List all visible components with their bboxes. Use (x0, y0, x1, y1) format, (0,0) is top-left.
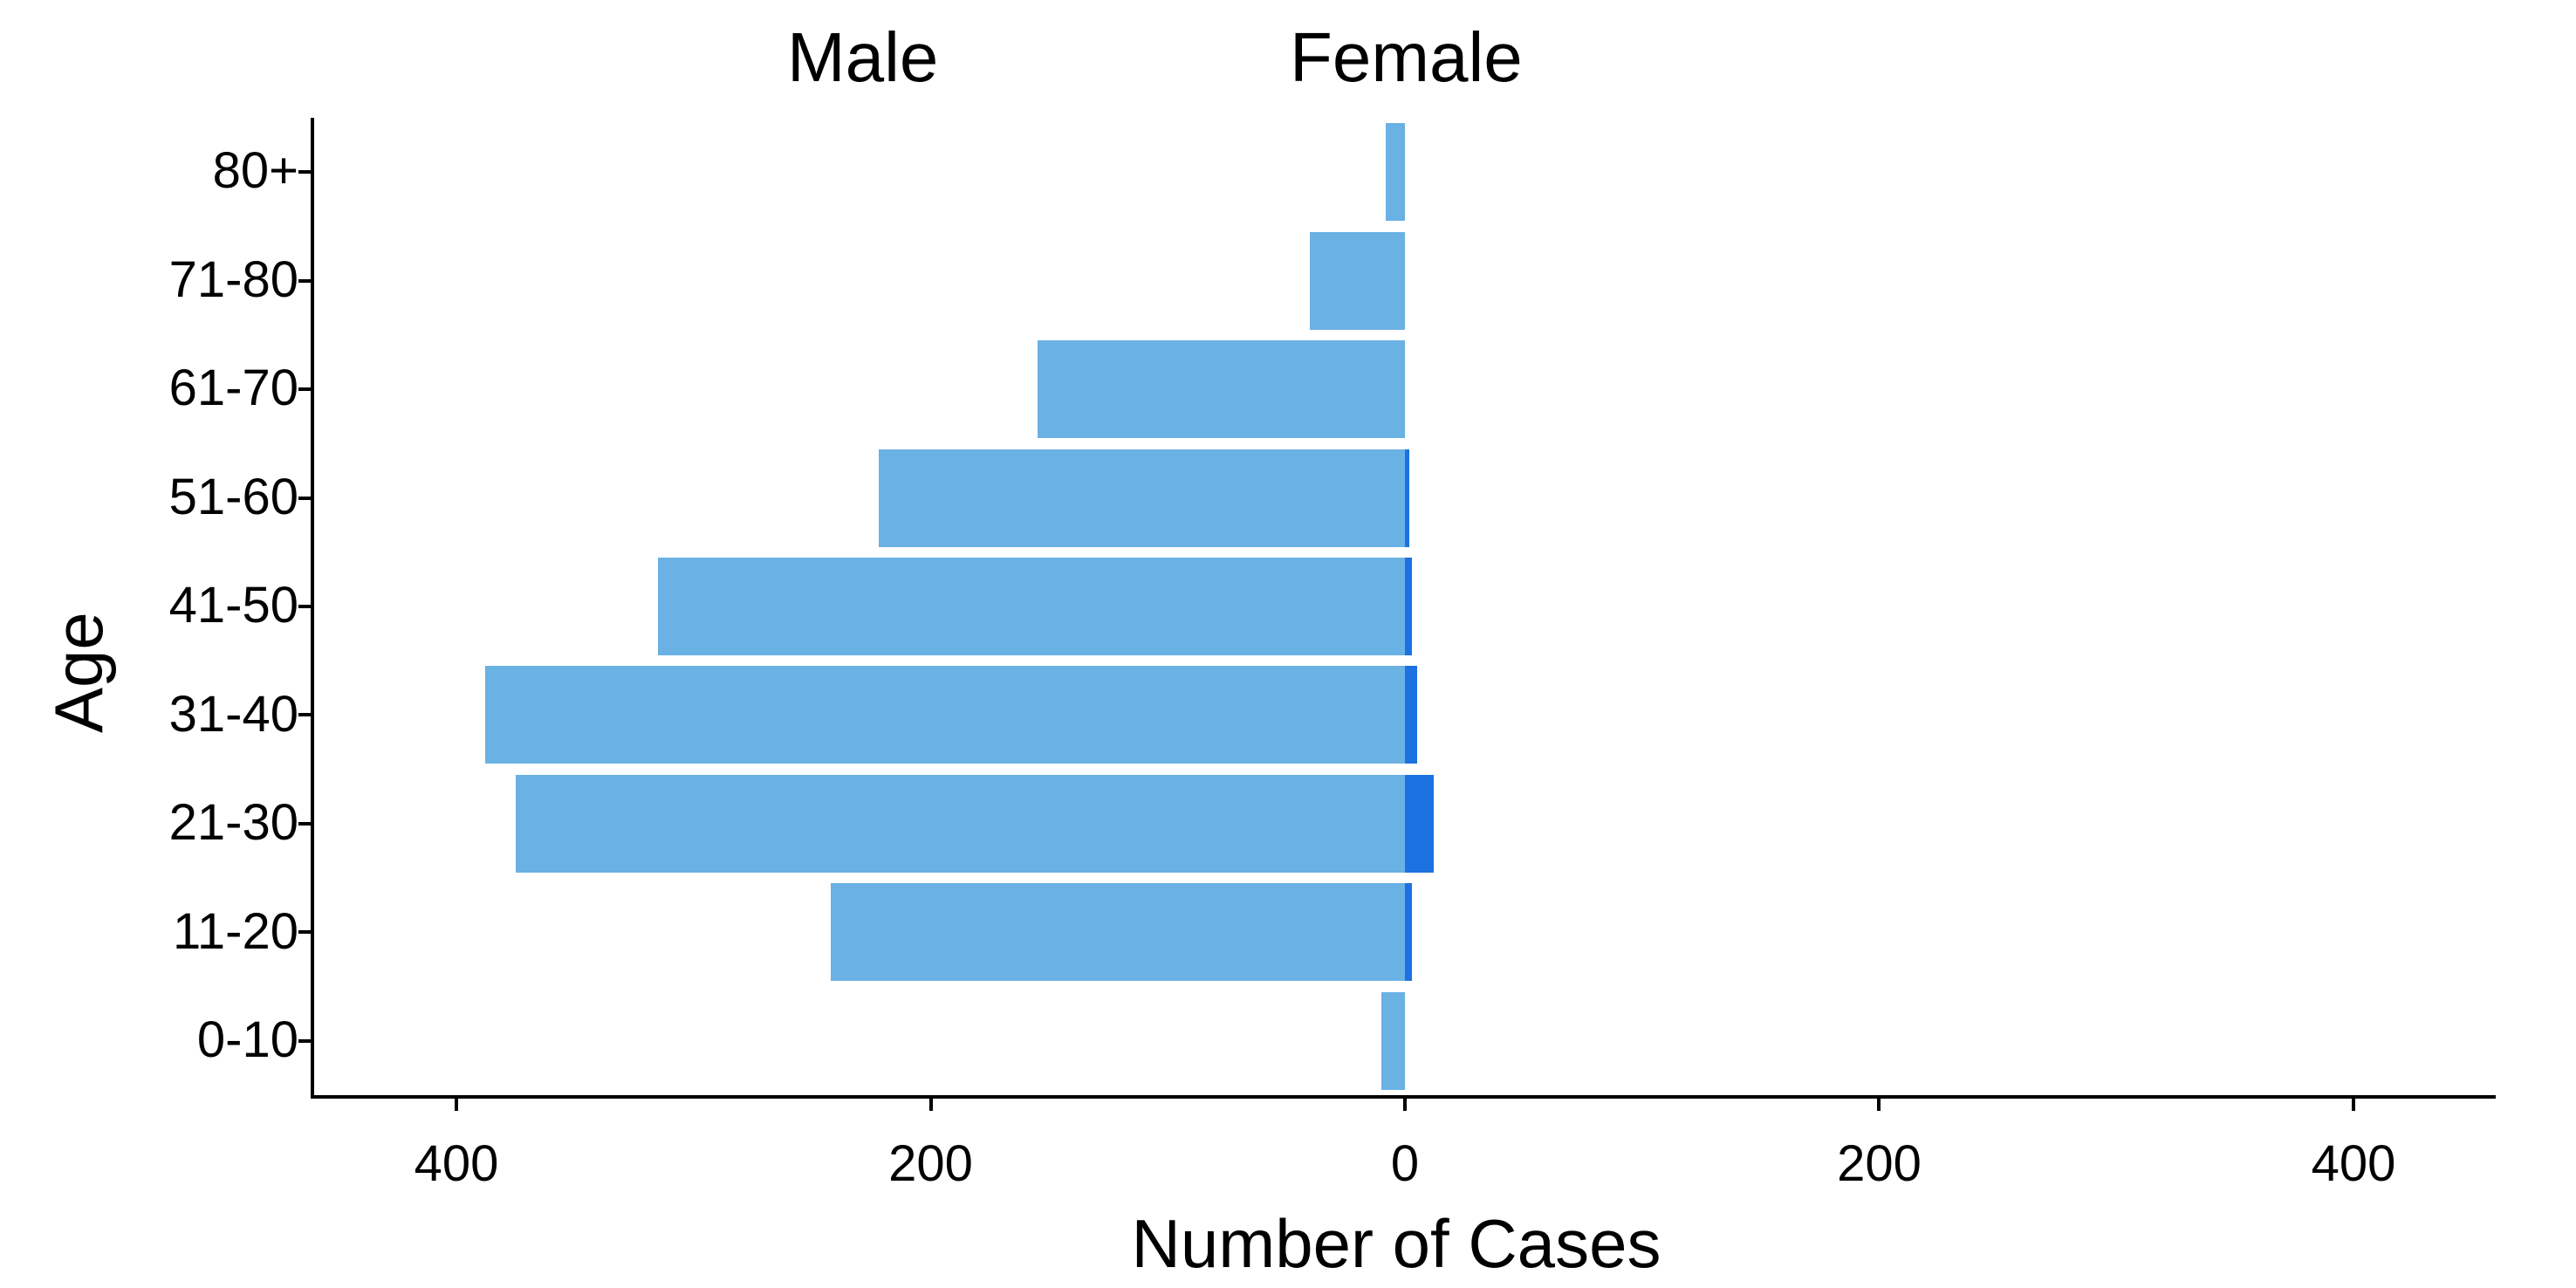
x-tick-label: 400 (2284, 1134, 2423, 1193)
y-tick-label: 0-10 (197, 1011, 298, 1069)
female-bar (1405, 775, 1434, 873)
x-tick-mark (1403, 1099, 1407, 1111)
male-bar (1310, 232, 1405, 330)
y-tick-label: 41-50 (169, 576, 298, 634)
male-bar (831, 883, 1405, 981)
y-tick-mark (298, 930, 311, 934)
male-bar (658, 558, 1405, 655)
x-tick-label: 200 (1809, 1134, 1949, 1193)
plot-area (314, 118, 2496, 1095)
y-tick-mark (298, 713, 311, 716)
male-bar (1386, 123, 1405, 221)
male-header-label: Male (787, 17, 938, 98)
y-tick-label: 71-80 (169, 250, 298, 309)
y-tick-mark (298, 497, 311, 500)
y-tick-label: 21-30 (169, 793, 298, 852)
male-bar (485, 666, 1405, 764)
female-bar (1405, 666, 1417, 764)
y-tick-mark (298, 279, 311, 283)
x-tick-mark (2352, 1099, 2355, 1111)
x-tick-label: 200 (861, 1134, 1001, 1193)
population-pyramid-chart: 400 200 0 200 400 0-10 11-20 21-30 31-40 41-50 51-… (0, 0, 2576, 1288)
y-tick-label: 61-70 (169, 359, 298, 417)
y-tick-label: 11-20 (173, 902, 298, 961)
y-tick-label: 31-40 (169, 685, 298, 743)
female-bar (1405, 883, 1412, 981)
y-tick-mark (298, 605, 311, 608)
female-bar (1405, 449, 1409, 547)
x-axis-title: Number of Cases (960, 1204, 1833, 1284)
y-axis-line (311, 118, 314, 1099)
male-bar (1381, 992, 1405, 1090)
x-tick-mark (929, 1099, 933, 1111)
y-tick-label: 80+ (213, 141, 298, 200)
male-bar (1038, 340, 1405, 438)
y-tick-mark (298, 822, 311, 826)
y-tick-mark (298, 387, 311, 391)
y-axis-title: Age (39, 612, 119, 733)
y-tick-label: 51-60 (169, 468, 298, 526)
y-tick-mark (298, 170, 311, 174)
x-tick-label: 0 (1335, 1134, 1475, 1193)
x-tick-mark (1877, 1099, 1881, 1111)
male-bar (516, 775, 1405, 873)
y-tick-mark (298, 1039, 311, 1043)
male-bar (879, 449, 1405, 547)
female-header-label: Female (1290, 17, 1523, 98)
x-tick-label: 400 (387, 1134, 526, 1193)
x-tick-mark (455, 1099, 458, 1111)
female-bar (1405, 558, 1412, 655)
